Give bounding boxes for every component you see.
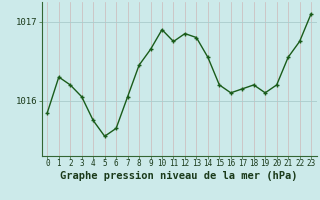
X-axis label: Graphe pression niveau de la mer (hPa): Graphe pression niveau de la mer (hPa): [60, 171, 298, 181]
